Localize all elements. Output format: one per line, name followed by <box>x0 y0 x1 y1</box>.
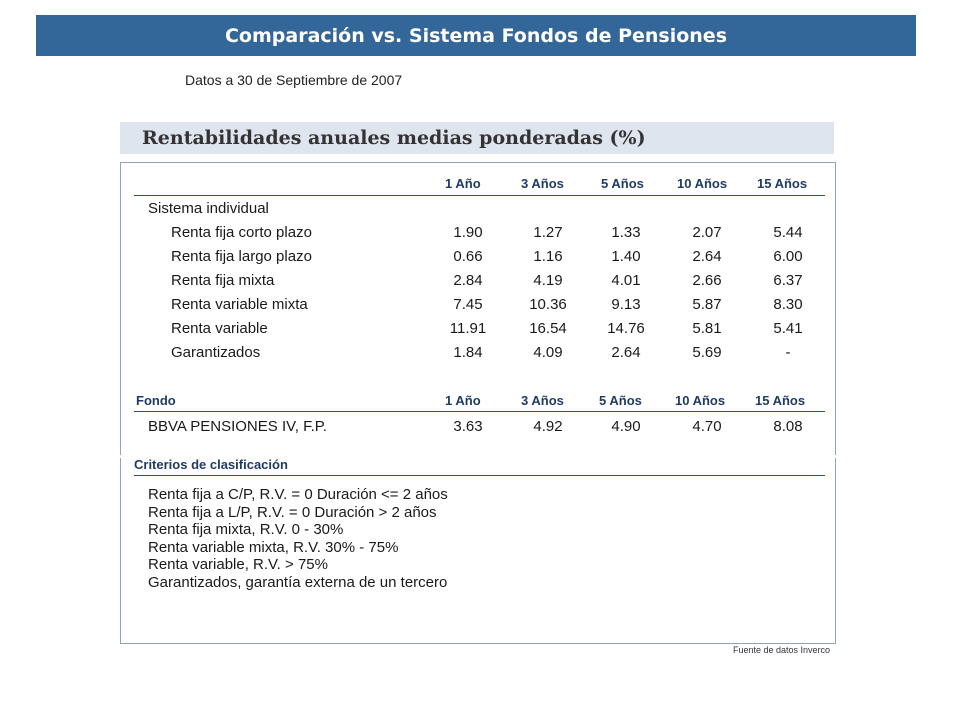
period-header-1: 1 Año <box>445 176 481 191</box>
fund-value: 8.08 <box>773 418 803 435</box>
row-value: 4.19 <box>533 272 563 289</box>
criteria-header: Criterios de clasificación <box>134 457 288 472</box>
fund-period-header-4: 10 Años <box>675 393 726 408</box>
criteria-item: Renta variable, R.V. > 75% <box>148 556 328 573</box>
fund-value: 4.70 <box>692 418 722 435</box>
period-header-3: 5 Años <box>601 176 644 191</box>
period-header-5: 15 Años <box>757 176 808 191</box>
fund-value: 4.92 <box>533 418 563 435</box>
criteria-rule <box>134 475 825 476</box>
fund-header: Fondo <box>136 393 176 408</box>
row-value: 5.41 <box>773 320 803 337</box>
row-value: 1.40 <box>611 248 641 265</box>
row-value: 4.09 <box>533 344 563 361</box>
fund-period-header-5: 15 Años <box>755 393 806 408</box>
panel-title: Rentabilidades anuales medias ponderadas… <box>120 122 834 154</box>
row-value: 2.66 <box>692 272 722 289</box>
fund-value: 4.90 <box>611 418 641 435</box>
fund-header-rule <box>134 411 825 412</box>
row-value: 7.45 <box>453 296 483 313</box>
row-label: Renta fija corto plazo <box>171 224 312 241</box>
row-value: 5.69 <box>692 344 722 361</box>
fund-period-header-2: 3 Años <box>521 393 564 408</box>
row-value: 16.54 <box>529 320 567 337</box>
row-value: 4.01 <box>611 272 641 289</box>
row-value: 1.84 <box>453 344 483 361</box>
fund-value: 3.63 <box>453 418 483 435</box>
criteria-item: Renta fija a L/P, R.V. = 0 Duración > 2 … <box>148 503 437 521</box>
row-value: 1.16 <box>533 248 563 265</box>
criteria-item: Renta fija a C/P, R.V. = 0 Duración <= 2… <box>148 486 448 503</box>
row-value: 1.33 <box>611 224 641 241</box>
row-value: 0.66 <box>453 248 483 265</box>
row-value: 10.36 <box>529 296 567 313</box>
row-value: 14.76 <box>607 320 645 337</box>
row-label: Garantizados <box>171 344 261 361</box>
row-label: Renta fija largo plazo <box>171 248 312 265</box>
row-value: 2.64 <box>692 248 722 265</box>
criteria-item: Renta fija mixta, R.V. 0 - 30% <box>148 521 344 538</box>
row-value: 8.30 <box>773 296 803 313</box>
header-rule <box>134 195 825 196</box>
row-value: 6.00 <box>773 248 803 265</box>
row-value: 9.13 <box>611 296 641 313</box>
fund-period-header-1: 1 Año <box>445 393 481 408</box>
row-value: 1.90 <box>453 224 483 241</box>
fund-label: BBVA PENSIONES IV, F.P. <box>148 418 327 435</box>
criteria-item: Garantizados, garantía externa de un ter… <box>148 573 448 591</box>
row-value: 5.44 <box>773 224 803 241</box>
row-value: 2.07 <box>692 224 722 241</box>
page-title: Comparación vs. Sistema Fondos de Pensio… <box>36 15 916 56</box>
row-value: 5.87 <box>692 296 722 313</box>
returns-panel <box>120 162 836 644</box>
period-header-4: 10 Años <box>677 176 728 191</box>
source-note: Fuente de datos Inverco <box>733 645 831 655</box>
row-label: Renta variable mixta <box>171 296 308 313</box>
row-value: 11.91 <box>449 320 487 337</box>
row-value: 5.81 <box>692 320 722 337</box>
panel-divider-gap <box>118 455 838 458</box>
period-header-2: 3 Años <box>521 176 564 191</box>
row-value: 2.84 <box>453 272 483 289</box>
date-label: Datos a 30 de Septiembre de 2007 <box>185 72 403 88</box>
row-label: Renta variable <box>171 320 268 337</box>
row-value: 1.27 <box>533 224 563 241</box>
group-label: Sistema individual <box>148 200 269 217</box>
fund-period-header-3: 5 Años <box>599 393 642 408</box>
row-label: Renta fija mixta <box>171 272 275 289</box>
row-value: 6.37 <box>773 272 803 289</box>
row-value: - <box>785 344 791 361</box>
criteria-item: Renta variable mixta, R.V. 30% - 75% <box>148 538 399 556</box>
row-value: 2.64 <box>611 344 641 361</box>
